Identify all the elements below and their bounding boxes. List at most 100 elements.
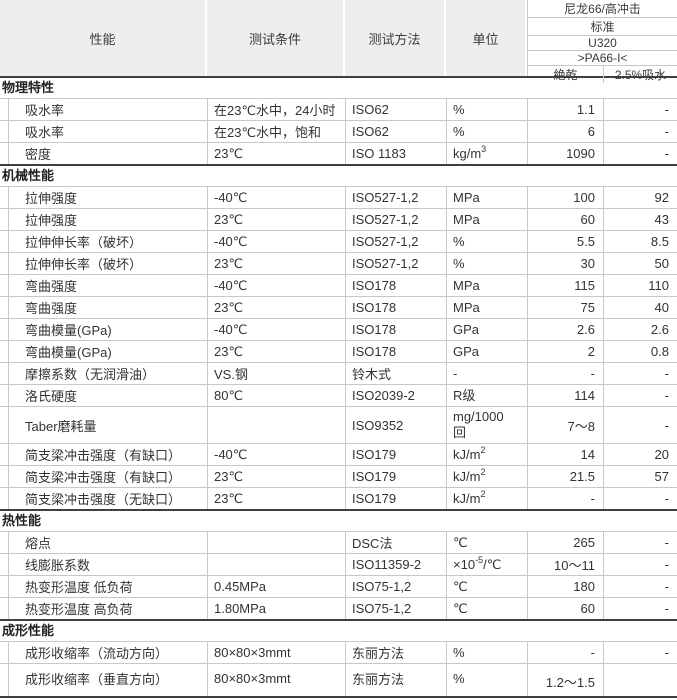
row-gutter	[0, 385, 8, 406]
value-wet-cell: 43	[603, 209, 677, 230]
unit-text: ℃	[453, 578, 468, 594]
property-cell: 简支梁冲击强度（有缺口）	[8, 466, 207, 487]
value-dry-cell: 10〜11	[527, 554, 603, 575]
unit-superscript: 2	[480, 466, 486, 477]
section-rows: 熔点 DSC法 ℃ 265- 线膨胀系数 ISO11359-2 ×10-5/℃ 10〜11- 热…	[0, 531, 677, 621]
condition-cell: 80℃	[207, 385, 345, 406]
method-cell: ISO75-1,2	[345, 598, 446, 619]
method-cell: ISO178	[345, 319, 446, 340]
unit-text: /℃	[483, 556, 502, 572]
value-wet-cell: 40	[603, 297, 677, 318]
spec-row: 弯曲模量(GPa) -40℃ ISO178 GPa 2.6 2.6	[0, 319, 677, 341]
unit-cell: %	[446, 253, 527, 274]
value-wet-cell: -	[603, 532, 677, 553]
unit-text: %	[453, 255, 465, 271]
row-gutter	[0, 598, 8, 619]
method-cell: 东丽方法	[345, 664, 446, 696]
unit-text: kg/m	[453, 145, 482, 161]
row-gutter	[0, 319, 8, 340]
unit-text: MPa	[453, 189, 480, 205]
property-cell: 弯曲模量(GPa)	[8, 341, 207, 362]
method-cell: DSC法	[345, 532, 446, 553]
unit-content: MPa	[453, 212, 480, 228]
condition-cell: 在23℃水中，饱和	[207, 121, 345, 142]
property-cell: 简支梁冲击强度（无缺口）	[8, 488, 207, 509]
spec-row: 拉伸强度 23℃ ISO527-1,2 MPa 60 43	[0, 209, 677, 231]
header-property: 性能	[0, 0, 207, 76]
property-cell: 密度	[8, 143, 207, 164]
property-cell: 线膨胀系数	[8, 554, 207, 575]
method-cell: ISO527-1,2	[345, 231, 446, 252]
method-cell: ISO11359-2	[345, 554, 446, 575]
section-rows: 成形收缩率（流动方向） 80×80×3mmt 东丽方法% - - 成形收缩率（垂直方向） 8…	[0, 641, 677, 698]
value-wet-cell: 20	[603, 444, 677, 465]
spec-row: 熔点 DSC法 ℃ 265-	[0, 532, 677, 554]
unit-cell: %	[446, 99, 527, 120]
property-cell: 成形收缩率（流动方向）	[8, 642, 207, 663]
row-gutter	[0, 488, 8, 509]
value-wet-cell: 50	[603, 253, 677, 274]
section-title: 热性能	[2, 513, 42, 528]
row-gutter	[0, 187, 8, 208]
value-dry-cell: 60	[527, 598, 603, 619]
unit-text: kJ/m	[453, 490, 481, 506]
grade-name: U320	[528, 36, 677, 51]
method-cell: 铃木式	[345, 363, 446, 384]
unit-text: mg/1000	[453, 409, 504, 424]
unit-cell: %	[446, 121, 527, 142]
section-title: 物理特性	[2, 80, 55, 95]
spec-row: 弯曲强度 23℃ ISO178 MPa 75 40	[0, 297, 677, 319]
value-wet-cell: -	[603, 363, 677, 384]
unit-content: ℃	[453, 535, 468, 551]
row-gutter	[0, 341, 8, 362]
unit-cell: -	[446, 363, 527, 384]
state-wet-label: 2.5%吸水	[603, 66, 677, 83]
unit-content: %	[453, 102, 465, 118]
unit-text: GPa	[453, 343, 480, 359]
unit-text: %	[453, 670, 465, 686]
header-test-method: 测试方法	[345, 0, 446, 76]
unit-text: ℃	[453, 600, 468, 616]
spec-row: 弯曲模量(GPa) 23℃ ISO178 GPa 2 0.8	[0, 341, 677, 363]
unit-content: GPa	[453, 322, 479, 338]
grade-family: 尼龙66/高冲击	[528, 0, 677, 18]
method-cell: ISO527-1,2	[345, 209, 446, 230]
unit-cell: MPa	[446, 297, 527, 318]
method-cell: ISO179	[345, 466, 446, 487]
unit-cell: ℃	[446, 598, 527, 619]
property-cell: 弯曲强度	[8, 297, 207, 318]
row-gutter	[0, 231, 8, 252]
condition-cell: -40℃	[207, 231, 345, 252]
method-cell: ISO178	[345, 297, 446, 318]
condition-cell	[207, 407, 345, 443]
value-dry-cell: -	[527, 642, 603, 663]
condition-cell: -40℃	[207, 319, 345, 340]
value-dry-cell: 115	[527, 275, 603, 296]
unit-content: GPa	[453, 344, 479, 360]
unit-content: MPa	[453, 190, 480, 206]
condition-cell	[207, 532, 345, 553]
unit-text: %	[453, 123, 465, 139]
unit-content: R级	[453, 388, 475, 404]
value-dry-cell: 14	[527, 444, 603, 465]
value-wet-cell: -	[603, 488, 677, 509]
unit-cell: MPa	[446, 275, 527, 296]
unit-superscript: 2	[480, 444, 486, 455]
unit-content: %	[453, 124, 465, 140]
unit-cell: R级	[446, 385, 527, 406]
unit-text: %	[453, 233, 465, 249]
condition-cell	[207, 554, 345, 575]
value-wet-cell: 2.6	[603, 319, 677, 340]
value-wet-cell: -	[603, 385, 677, 406]
method-cell: ISO178	[345, 275, 446, 296]
value-wet-cell: -	[603, 99, 677, 120]
spec-row: 简支梁冲击强度（无缺口） 23℃ ISO179 kJ/m2 - -	[0, 488, 677, 511]
spec-row: 密度 23℃ ISO 1183 kg/m3 1090-	[0, 143, 677, 166]
method-cell: ISO75-1,2	[345, 576, 446, 597]
spec-section: 成形性能 成形收缩率（流动方向） 80×80×3mmt 东丽方法% - - 成形收缩率（垂直…	[0, 621, 677, 698]
property-cell: 吸水率	[8, 121, 207, 142]
unit-cell: MPa	[446, 209, 527, 230]
condition-cell: 23℃	[207, 341, 345, 362]
unit-text: -	[453, 365, 458, 381]
row-gutter	[0, 209, 8, 230]
